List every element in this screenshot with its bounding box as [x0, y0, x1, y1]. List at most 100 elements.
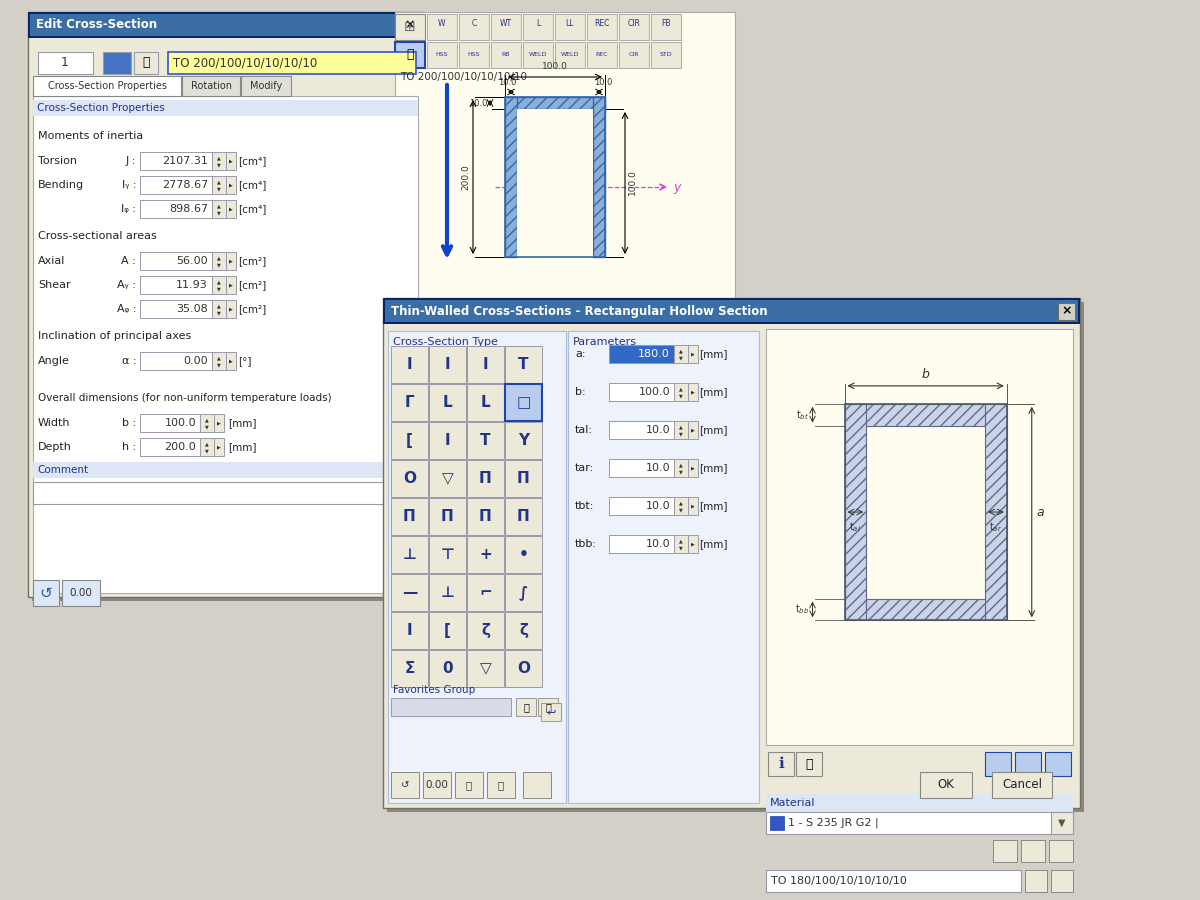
Text: A :: A :	[121, 256, 136, 266]
Bar	[30, 14, 421, 36]
Text: ▼: ▼	[205, 448, 209, 453]
Bar	[866, 404, 985, 426]
Bar	[391, 384, 428, 421]
Text: REC: REC	[594, 19, 610, 28]
Text: 898.67: 898.67	[169, 204, 208, 214]
Bar	[505, 97, 605, 257]
Bar	[985, 752, 1010, 776]
Bar	[467, 574, 504, 611]
Bar	[226, 200, 236, 218]
Text: +: +	[479, 547, 492, 562]
Text: 10.0: 10.0	[594, 78, 612, 87]
Bar	[541, 703, 562, 721]
Bar	[140, 276, 212, 294]
Text: Iᵧ :: Iᵧ :	[121, 180, 136, 190]
Text: α :: α :	[121, 356, 136, 366]
Text: ▼: ▼	[217, 362, 221, 367]
Text: ⌐: ⌐	[479, 585, 492, 600]
Text: 1 - S 235 JR G2 |: 1 - S 235 JR G2 |	[788, 818, 878, 828]
Bar	[491, 14, 521, 40]
Bar	[587, 42, 617, 68]
Bar	[505, 97, 517, 257]
Bar	[134, 52, 158, 74]
Bar	[688, 535, 698, 553]
Text: ⊤: ⊤	[440, 547, 455, 562]
Text: 0.00: 0.00	[184, 356, 208, 366]
Bar	[212, 200, 226, 218]
Text: [mm]: [mm]	[698, 425, 727, 435]
Text: Parameters: Parameters	[574, 337, 637, 347]
Text: ▼: ▼	[679, 507, 683, 512]
Bar	[430, 650, 466, 687]
Bar	[674, 497, 688, 515]
Bar	[994, 840, 1018, 862]
Text: ▲: ▲	[217, 279, 221, 284]
Text: t$_{ar}$: t$_{ar}$	[989, 520, 1002, 534]
Text: ∫: ∫	[518, 585, 528, 600]
Bar	[516, 698, 536, 716]
Bar	[391, 650, 428, 687]
Text: 📁: 📁	[466, 780, 472, 790]
Bar	[430, 384, 466, 421]
Text: ↺: ↺	[401, 780, 409, 790]
Bar	[674, 345, 688, 363]
Bar	[391, 346, 428, 383]
Text: 📋: 📋	[407, 49, 414, 61]
Bar	[619, 14, 649, 40]
Bar	[212, 152, 226, 170]
Bar	[517, 109, 593, 257]
Text: 🖼: 🖼	[805, 758, 812, 770]
Bar	[140, 352, 212, 370]
Text: LL: LL	[565, 19, 575, 28]
Bar	[523, 772, 551, 798]
Text: 100.0: 100.0	[638, 387, 670, 397]
Text: Π: Π	[442, 509, 454, 524]
Bar	[1051, 870, 1073, 892]
Text: L: L	[481, 395, 491, 410]
Text: ▲: ▲	[217, 355, 221, 360]
Bar	[391, 460, 428, 497]
Bar	[505, 460, 542, 497]
Bar	[845, 404, 866, 620]
Text: T: T	[480, 433, 491, 448]
Bar	[391, 422, 428, 459]
Text: Cross-Section Description [mm]: Cross-Section Description [mm]	[168, 58, 323, 68]
Text: ▼: ▼	[217, 162, 221, 167]
Bar	[395, 42, 425, 68]
Bar	[766, 812, 1073, 834]
Bar	[1058, 303, 1075, 320]
Text: tbt:: tbt:	[575, 501, 594, 511]
Text: STD: STD	[660, 52, 672, 58]
Text: ▲: ▲	[679, 500, 683, 505]
Bar	[458, 14, 490, 40]
Text: WELD: WELD	[560, 52, 580, 58]
Text: 11.93: 11.93	[176, 280, 208, 290]
Bar	[467, 422, 504, 459]
Text: CIR: CIR	[629, 52, 640, 58]
Bar	[182, 76, 240, 96]
Text: [cm²]: [cm²]	[238, 304, 266, 314]
Text: 56.00: 56.00	[176, 256, 208, 266]
Bar	[505, 650, 542, 687]
Bar	[427, 42, 457, 68]
Text: L: L	[536, 19, 540, 28]
Bar	[505, 612, 542, 649]
Bar	[688, 345, 698, 363]
Bar	[34, 462, 418, 478]
Text: a:: a:	[575, 349, 586, 359]
Text: W: W	[438, 19, 445, 28]
Text: ▲: ▲	[217, 202, 221, 208]
Text: Cross-Section Properties: Cross-Section Properties	[37, 103, 164, 113]
Text: WT: WT	[500, 19, 512, 28]
Bar	[1025, 870, 1046, 892]
Bar	[1015, 752, 1042, 776]
Text: WELD: WELD	[529, 52, 547, 58]
Text: [mm]: [mm]	[698, 539, 727, 549]
Text: REC: REC	[595, 52, 608, 58]
Text: [mm]: [mm]	[698, 463, 727, 473]
Bar	[427, 14, 457, 40]
Text: ▼: ▼	[217, 286, 221, 291]
Text: ▼: ▼	[217, 262, 221, 267]
Text: ▶: ▶	[217, 445, 221, 449]
Bar	[1049, 840, 1073, 862]
